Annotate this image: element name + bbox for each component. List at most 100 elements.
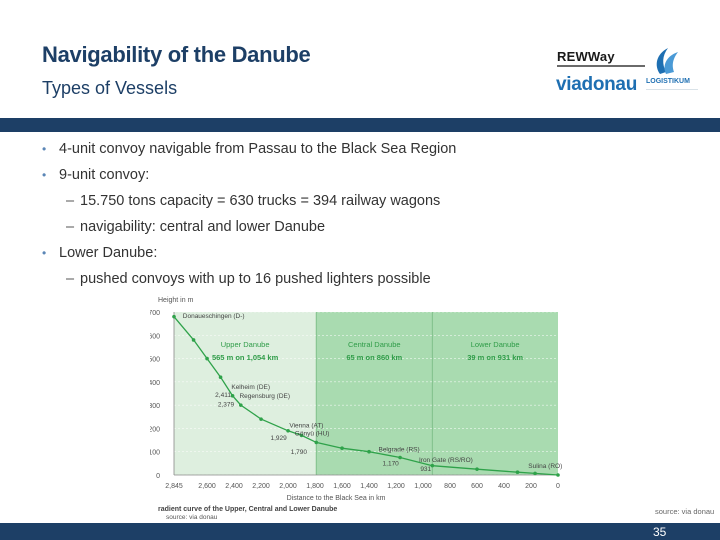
series-line [173, 316, 559, 476]
x-tick-label: 800 [444, 483, 456, 490]
y-tick-label: 100 [150, 450, 160, 457]
x-tick-label: 600 [471, 483, 483, 490]
bullet-marker: – [66, 271, 75, 287]
x-tick-label: 1,400 [360, 483, 378, 490]
data-point [286, 428, 290, 433]
x-tick-label: 1,200 [387, 483, 405, 490]
chart-annotation: 1,929 [271, 435, 288, 442]
chart-annotation: Vienna (AT) [289, 422, 323, 429]
x-tick-label: 2,000 [279, 483, 297, 490]
region-detail: 39 m on 931 km [467, 353, 523, 362]
region-0-band [174, 312, 317, 475]
x-tick-label: 1,000 [414, 483, 432, 490]
chart-annotation: 2,379 [218, 401, 235, 408]
logistikum-logo-icon [650, 46, 684, 76]
viadonau-logo: viadonau [556, 74, 638, 95]
bullet-item: • 4-unit convoy navigable from Passau to … [42, 139, 682, 165]
data-point [218, 375, 223, 379]
chart-caption: radient curve of the Upper, Central and … [158, 506, 337, 513]
logistikum-logo: LOGISTIKUM ————————————— [646, 78, 698, 91]
x-tick-label: 1,800 [306, 483, 324, 490]
x-tick-label: 2,845 [165, 483, 183, 490]
chart-annotation: 931 [420, 466, 431, 473]
chart-annotation: Sulina (RO) [528, 463, 562, 470]
danube-gradient-chart: 0 100 200 300 400 500 600 700 2,845 2,600 2,400 2,2… [150, 292, 562, 520]
y-tick-label: 200 [150, 426, 160, 433]
reway-logo-text: REWWay [557, 49, 615, 64]
slide-title: Navigability of the Danube [42, 42, 311, 67]
data-point [205, 356, 209, 361]
y-tick-label: 700 [150, 310, 160, 317]
slide-subtitle: Types of Vessels [42, 78, 178, 98]
region-name: Central Danube [348, 340, 401, 349]
data-point [340, 446, 344, 451]
bullet-list: • 4-unit convoy navigable from Passau to … [42, 139, 682, 295]
footer-bar: 35 [0, 523, 720, 540]
data-point [191, 338, 196, 342]
bullet-marker: • [42, 142, 47, 156]
bullet-text: 9-unit convoy: [59, 167, 150, 183]
region-1-band [316, 312, 433, 475]
x-tick-label: 400 [498, 483, 510, 490]
data-point [259, 417, 263, 421]
region-detail: 65 m on 860 km [346, 353, 402, 362]
bullet-text: 4-unit convoy navigable from Passau to t… [59, 141, 457, 157]
x-tick-label: 1,600 [333, 483, 351, 490]
x-tick-label: 0 [556, 483, 560, 490]
x-tick-label: 200 [525, 483, 537, 490]
data-point [398, 455, 402, 460]
data-point [230, 394, 235, 398]
data-point [430, 463, 435, 468]
chart-caption-source: source: via donau [166, 514, 218, 520]
bullet-item: • 9-unit convoy: [42, 165, 682, 191]
data-point [367, 449, 371, 454]
bullet-item: –15.750 tons capacity = 630 trucks = 394… [42, 191, 682, 217]
bullet-text: pushed convoys with up to 16 pushed ligh… [80, 271, 431, 287]
y-tick-label: 600 [150, 333, 160, 340]
region-name: Upper Danube [221, 340, 270, 349]
x-tick-label: 2,400 [225, 483, 243, 490]
data-point [515, 470, 520, 475]
bullet-item: – navigability: central and lower Danube [42, 217, 682, 243]
bullet-marker: – [66, 219, 75, 235]
data-point [556, 473, 560, 477]
header-band [0, 118, 720, 132]
data-point [475, 467, 479, 471]
data-point [533, 471, 537, 476]
chart-annotation: 1,790 [291, 449, 308, 456]
data-point [299, 433, 304, 438]
bullet-marker: • [42, 246, 47, 260]
data-point [314, 440, 319, 445]
chart-annotation: 1,170 [383, 461, 400, 468]
bullet-marker: – [66, 193, 75, 209]
region-name: Lower Danube [471, 340, 520, 349]
y-tick-label: 300 [150, 403, 160, 410]
bullet-item: • Lower Danube: [42, 243, 682, 269]
chart-annotation: Regensburg (DE) [239, 393, 290, 400]
page-number: 35 [653, 525, 667, 539]
chart-annotation: Gönyü (HU) [295, 430, 330, 437]
x-tick-label: 2,600 [198, 483, 216, 490]
source-note: source: via donau [655, 507, 715, 516]
chart-annotation: Iron Gate (RS/RO) [419, 457, 473, 464]
region-2-band [432, 312, 558, 475]
region-detail: 565 m on 1,054 km [212, 353, 279, 362]
reway-logo: REWWay [557, 48, 647, 72]
logistikum-logo-text: LOGISTIKUM [646, 78, 690, 85]
data-point [239, 403, 243, 407]
chart-annotation: Belgrade (RS) [378, 447, 419, 454]
x-tick-label: 2,200 [252, 483, 270, 490]
logistikum-logo-tagline: ————————————— [646, 86, 698, 91]
y-axis-label: Height in m [158, 297, 194, 304]
bullet-text: navigability: central and lower Danube [80, 219, 326, 235]
y-tick-label: 400 [150, 380, 160, 387]
chart-annotation: Kelheim (DE) [231, 384, 270, 391]
chart-annotation: 2,411 [215, 392, 231, 399]
reway-logo-underline [557, 65, 645, 67]
y-tick-label: 500 [150, 357, 160, 364]
x-axis-label: Distance to the Black Sea in km [287, 495, 386, 502]
data-point [172, 314, 176, 319]
bullet-text: 15.750 tons capacity = 630 trucks = 394 … [80, 193, 441, 209]
y-tick-label: 0 [156, 473, 160, 480]
bullet-item: – pushed convoys with up to 16 pushed lig… [42, 269, 682, 295]
